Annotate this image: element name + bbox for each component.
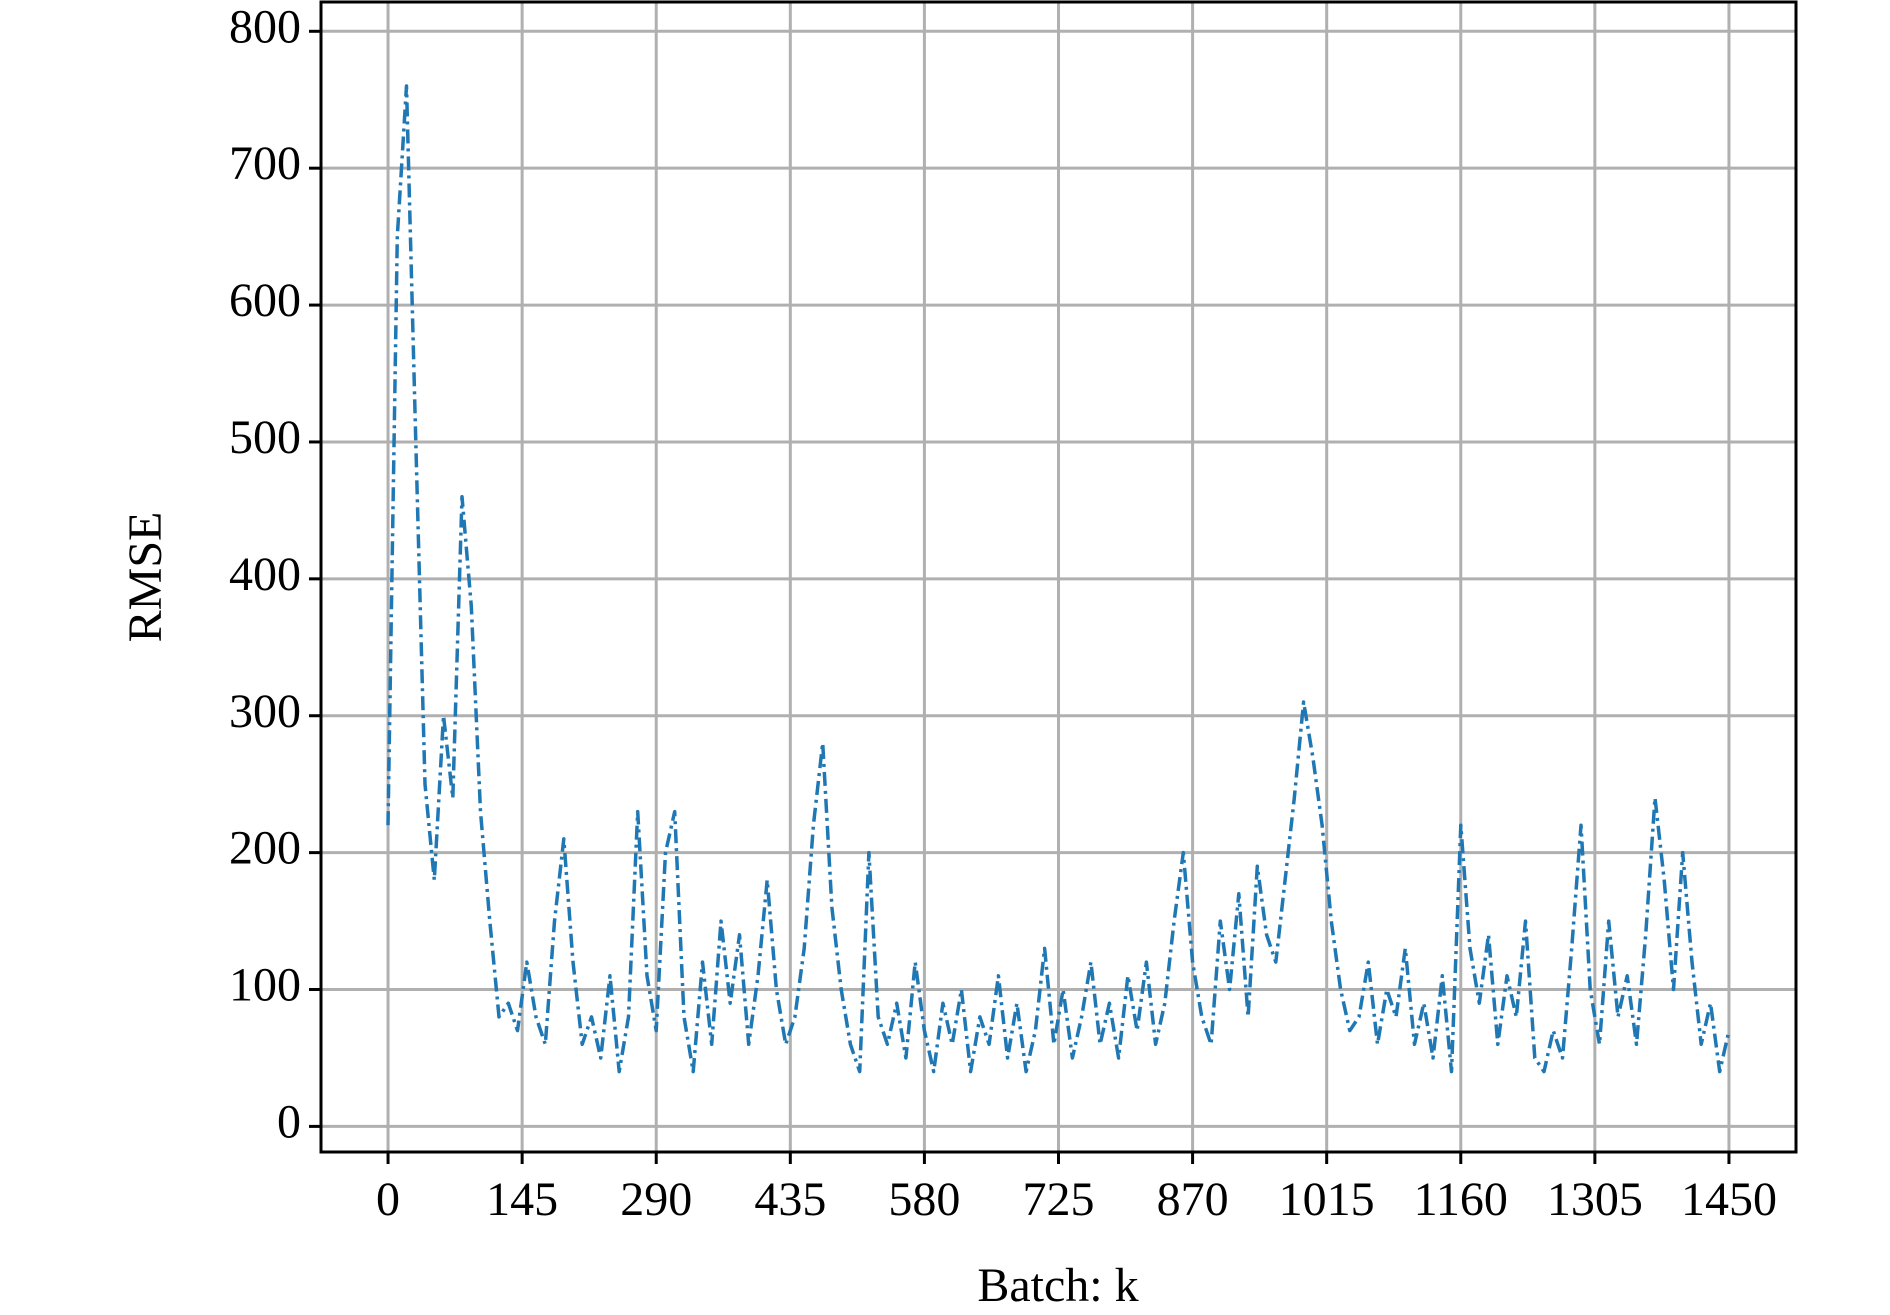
data-line — [386, 84, 1731, 1074]
y-tick-label: 500 — [229, 411, 301, 464]
x-tick-label: 580 — [888, 1173, 960, 1226]
y-tick-label: 300 — [229, 685, 301, 738]
x-tick-label: 725 — [1023, 1173, 1095, 1226]
y-tick-label: 400 — [229, 548, 301, 601]
y-tick-label: 0 — [277, 1095, 301, 1148]
x-tick-label: 1015 — [1279, 1173, 1375, 1226]
y-axis-label: RMSE — [119, 512, 172, 643]
x-tick-label: 1160 — [1414, 1173, 1508, 1226]
x-tick-label: 435 — [754, 1173, 826, 1226]
x-tick-label: 1305 — [1547, 1173, 1643, 1226]
y-tick-label: 600 — [229, 274, 301, 327]
x-axis-label: Batch: k — [977, 1259, 1138, 1312]
y-tick-label: 100 — [229, 959, 301, 1012]
x-tick-label: 290 — [620, 1173, 692, 1226]
y-tick-label: 800 — [229, 0, 301, 53]
plot-frame — [319, 0, 1798, 1154]
y-tick-label: 700 — [229, 137, 301, 190]
y-tick-label: 200 — [229, 822, 301, 875]
x-tick-label: 870 — [1157, 1173, 1229, 1226]
x-tick-label: 1450 — [1681, 1173, 1777, 1226]
x-tick-label: 145 — [486, 1173, 558, 1226]
x-tick-label: 0 — [376, 1173, 400, 1226]
